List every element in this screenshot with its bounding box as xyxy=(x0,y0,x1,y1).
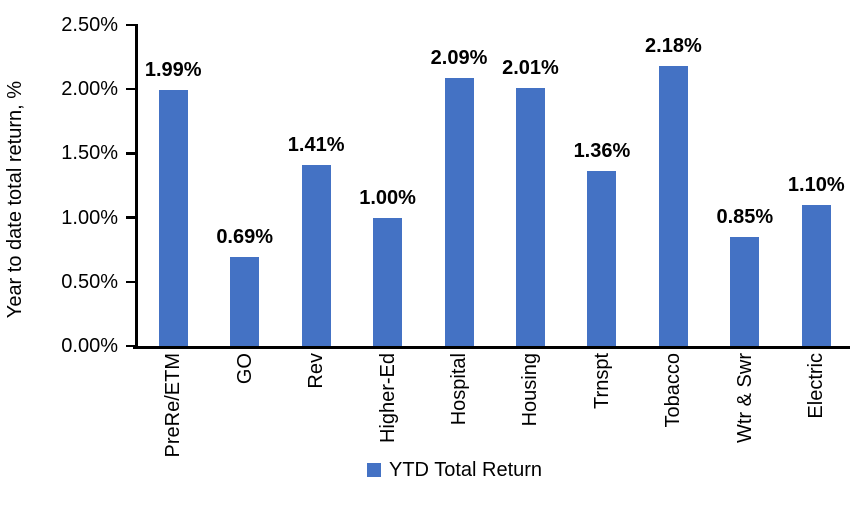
x-tick-label: Rev xyxy=(305,353,328,389)
x-tick-label: Wtr & Swr xyxy=(733,353,756,443)
bar xyxy=(158,90,188,346)
bar-value-label: 0.85% xyxy=(716,205,774,228)
legend: YTD Total Return xyxy=(367,459,542,481)
x-tick-label: Trnspt xyxy=(590,353,613,409)
y-tick-label: 2.00% xyxy=(61,78,118,101)
bar-value-label: 1.10% xyxy=(787,173,845,196)
y-tick-mark xyxy=(126,23,135,27)
x-tick-label: GO xyxy=(233,353,256,385)
y-tick-label: 0.50% xyxy=(61,270,118,293)
bar-value-label: 1.99% xyxy=(144,59,202,82)
bar xyxy=(373,217,403,346)
bar xyxy=(444,77,474,346)
y-tick-mark xyxy=(126,87,135,91)
y-tick-label: 0.00% xyxy=(61,335,118,357)
x-tick-label: Higher-Ed xyxy=(376,353,399,444)
bar xyxy=(230,257,260,346)
legend-swatch-icon xyxy=(367,463,381,477)
bar xyxy=(658,66,688,346)
bar xyxy=(587,171,617,346)
bar-value-label: 2.01% xyxy=(502,56,559,79)
bar-value-label: 2.09% xyxy=(430,46,488,69)
x-tick-label: Tobacco xyxy=(662,353,685,428)
bar-value-label: 1.41% xyxy=(287,133,345,156)
bar xyxy=(801,204,831,346)
x-tick-label: Hospital xyxy=(448,353,471,426)
bar xyxy=(730,236,760,346)
y-tick-label: 1.00% xyxy=(61,206,118,229)
x-tick-label: Housing xyxy=(519,353,542,427)
y-tick-label: 2.50% xyxy=(61,14,118,36)
legend-label: YTD Total Return xyxy=(389,459,543,481)
bar-value-label: 2.18% xyxy=(645,35,702,58)
y-tick-mark xyxy=(126,280,135,284)
x-tick-label: PreRe/ETM xyxy=(162,353,185,458)
bar-value-label: 0.69% xyxy=(216,226,274,249)
bar-value-label: 1.36% xyxy=(573,140,631,163)
x-axis-line xyxy=(133,346,850,349)
y-tick-label: 1.50% xyxy=(61,142,118,165)
bar xyxy=(301,164,331,346)
y-tick-mark xyxy=(126,216,135,219)
y-tick-mark xyxy=(126,152,135,155)
y-axis-line xyxy=(135,24,138,346)
bar-value-label: 1.00% xyxy=(359,186,416,209)
bar xyxy=(515,87,545,346)
y-tick-mark xyxy=(126,344,135,348)
x-tick-label: Electric xyxy=(805,353,828,419)
